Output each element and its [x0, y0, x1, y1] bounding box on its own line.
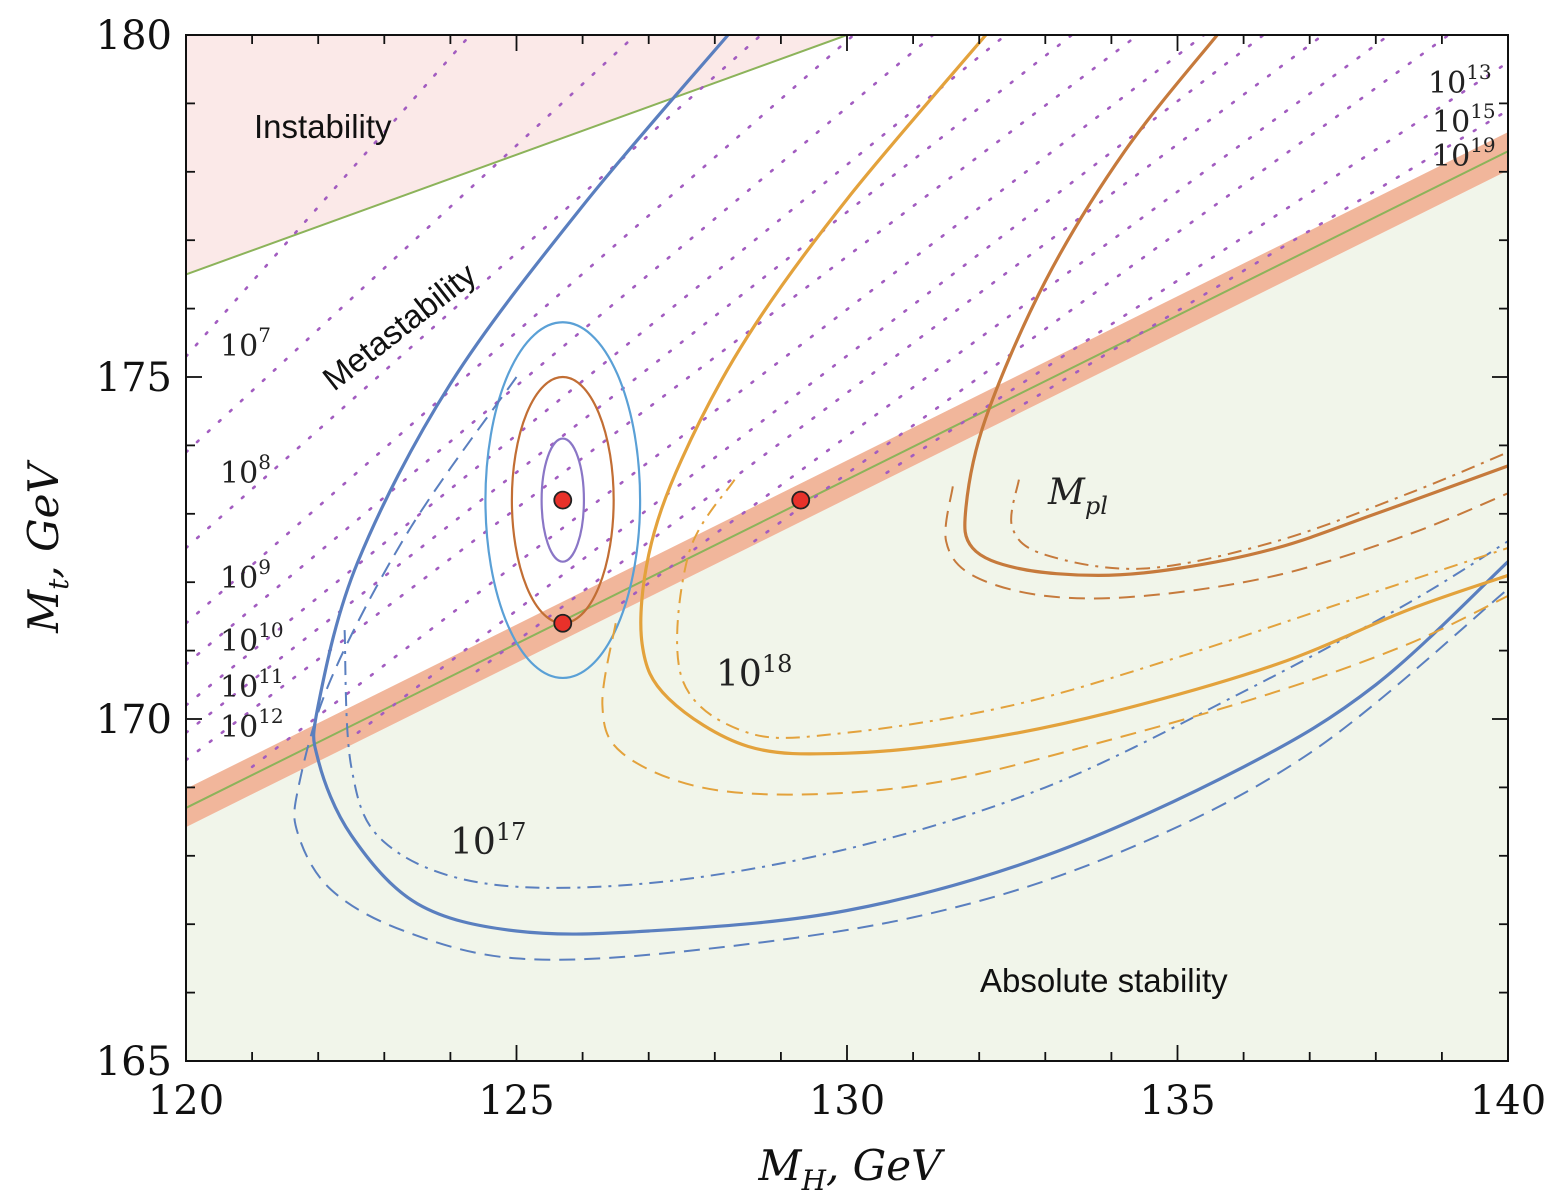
scale-label-left-11-exponent: 11: [258, 664, 283, 688]
curve-label-gold-exponent: 18: [762, 650, 793, 678]
scale-label-left-12: 1012: [220, 704, 284, 745]
curve-label-mpl-subscript: pl: [1085, 492, 1108, 520]
scale-label-left-9-exponent: 9: [258, 555, 271, 579]
data-point-1: [553, 613, 573, 633]
ellipse-inner: [540, 437, 586, 563]
curve-10-17-solid: [312, 35, 1508, 936]
scale-label-right-15-base: 10: [1432, 105, 1470, 140]
scale-label-right-19: 1019: [1432, 133, 1496, 174]
scale-lines: [186, 35, 1508, 769]
data-point-2: [791, 490, 811, 510]
scale-label-right-19-base: 10: [1432, 139, 1470, 174]
scale-label-left-7-base: 10: [220, 329, 258, 364]
curve-10-18-dashed: [601, 595, 1508, 796]
x-tick-label: 140: [1470, 1078, 1546, 1124]
x-tick-labels: 120 125 130 135 140: [148, 1078, 1546, 1124]
curve-label-gold-base: 10: [716, 654, 762, 695]
y-tick-label: 175: [96, 355, 172, 401]
scale-label-left-11: 1011: [220, 664, 284, 705]
scale-label-left-8-exponent: 8: [258, 450, 271, 474]
y-tick-labels: 165 170 175 180: [96, 13, 172, 1085]
scale-label-right-13: 1013: [1428, 60, 1492, 101]
curve-label-blue: 1017: [450, 818, 526, 863]
scale-label-right-13-base: 10: [1428, 66, 1466, 101]
ellipse-outer: [484, 321, 642, 680]
y-tick-label: 170: [96, 697, 172, 743]
scale-line-14: [1010, 108, 1508, 413]
x-tick-label: 130: [809, 1078, 885, 1124]
x-tick-label: 125: [478, 1078, 554, 1124]
curve-m-pl-dashdot: [1010, 451, 1508, 570]
curve-10-17-dashed: [293, 376, 1508, 961]
scale-label-left-11-base: 10: [220, 670, 258, 705]
scale-label-right-13-exponent: 13: [1466, 60, 1491, 84]
scale-label-right-19-exponent: 19: [1470, 133, 1495, 157]
scale-label-left-10: 1010: [220, 618, 284, 659]
curve-label-blue-base: 10: [450, 822, 496, 863]
x-tick-label: 120: [148, 1078, 224, 1124]
curve-label-mpl-base: M: [1047, 472, 1086, 513]
x-axis-title: MH, GeV: [758, 1141, 946, 1196]
scale-label-left-8-base: 10: [220, 456, 258, 491]
scale-label-left-8: 108: [220, 450, 271, 491]
curve-label-mpl: Mpl: [1047, 472, 1108, 520]
stability-boundary-line: [186, 150, 1508, 809]
metastability-label: Metastability: [316, 255, 484, 397]
curve-label-blue-exponent: 17: [496, 818, 527, 846]
curve-10-17-dashdot: [343, 540, 1508, 889]
curve-label-gold: 1018: [716, 650, 792, 695]
scale-line-11: [620, 35, 1391, 605]
scale-line-9: [356, 35, 1265, 734]
data-point-0: [553, 490, 573, 510]
data-points: [553, 490, 811, 633]
axis-ticks: [185, 34, 1509, 1062]
stability-region: [186, 170, 1508, 1061]
x-tick-label: 135: [1139, 1078, 1215, 1124]
scale-label-left-9: 109: [220, 555, 271, 596]
y-tick-label: 165: [96, 1039, 172, 1085]
scale-label-right-15-exponent: 15: [1470, 99, 1495, 123]
y-axis-title: Mt, GeV: [19, 459, 75, 633]
absolute-stability-label: Absolute stability: [980, 962, 1228, 999]
scale-label-left-10-base: 10: [220, 624, 258, 659]
axis-title-symbol: M: [758, 1141, 803, 1190]
axis-title-unit: , GeV: [826, 1141, 945, 1190]
axis-title-symbol: M: [19, 589, 68, 634]
scale-label-left-12-exponent: 12: [258, 704, 283, 728]
scale-line-8: [250, 35, 1206, 769]
series-curves: [293, 35, 1508, 961]
scale-label-left-7: 107: [220, 323, 271, 364]
curve-m-pl-solid: [963, 35, 1508, 578]
y-tick-label: 180: [96, 13, 172, 59]
curve-10-18-dashdot: [676, 479, 1508, 739]
scale-line-1: [186, 35, 637, 454]
curve-m-pl-dashed: [944, 486, 1508, 600]
curve-10-18-solid: [639, 35, 1508, 756]
scale-label-left-12-base: 10: [220, 710, 258, 745]
axis-title-subscript: H: [801, 1164, 827, 1196]
plot-area: [186, 35, 1508, 1061]
scale-label-left-7-exponent: 7: [258, 323, 271, 347]
scale-label-left-9-base: 10: [220, 561, 258, 596]
scale-label-right-15: 1015: [1432, 99, 1496, 140]
axis-title-unit: , GeV: [19, 459, 68, 578]
instability-label: Instability: [254, 108, 392, 145]
instability-boundary-line: [186, 35, 848, 276]
axis-title-subscript: t: [42, 578, 75, 590]
scale-label-left-10-exponent: 10: [258, 618, 283, 642]
